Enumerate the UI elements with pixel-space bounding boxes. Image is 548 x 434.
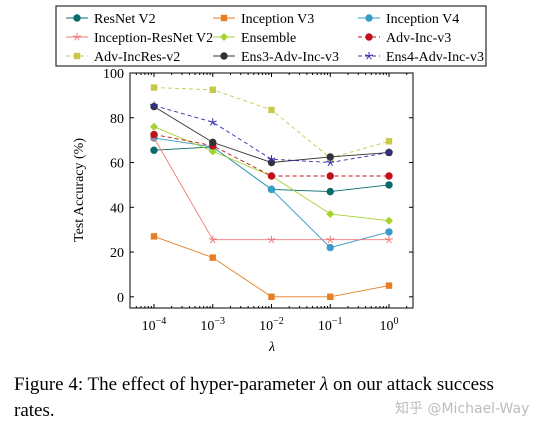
watermark: 知乎 @Michael-Way (395, 401, 530, 417)
legend-label: Ens4-Adv-Inc-v3 (386, 50, 484, 65)
data-point (209, 138, 217, 147)
x-axis-title: λ (268, 340, 275, 355)
series-line (153, 235, 390, 298)
legend-marker (73, 52, 81, 60)
data-point (267, 158, 276, 167)
data-point (385, 172, 393, 180)
data-point (208, 147, 217, 156)
data-point (267, 155, 276, 163)
line-chart: ResNet V2 Inception V3 Inception V4 Incepti… (55, 5, 487, 355)
series-layer (150, 84, 393, 301)
legend-label: Ens3-Adv-Inc-v3 (241, 50, 339, 65)
legend-label: Inception-ResNet V2 (94, 31, 213, 46)
data-point (326, 187, 334, 196)
data-point (208, 235, 217, 244)
data-point (326, 235, 335, 244)
data-point (385, 235, 393, 244)
plot-area: 0 20 40 60 80 100 10−4 10−3 10−2 10−1 100 (103, 67, 414, 334)
legend-marker (220, 52, 228, 60)
x-tick-label: 10−1 (318, 316, 343, 334)
y-axis-title: Test Accuracy (%) (72, 138, 87, 242)
legend-item: Inception V4 (358, 12, 459, 27)
legend-item: Ens4-Adv-Inc-v3 (358, 50, 484, 65)
series-2 (150, 134, 393, 252)
legend-label: Adv-Inc-v3 (386, 31, 451, 46)
data-point (326, 243, 334, 252)
data-point (385, 181, 393, 189)
data-point (150, 84, 158, 91)
legend-item: Adv-IncRes-v2 (66, 50, 180, 65)
x-tick-label: 10−3 (200, 316, 225, 334)
data-point (385, 282, 393, 289)
legend-marker (220, 33, 228, 41)
data-point (267, 172, 276, 180)
y-tick-label: 40 (110, 201, 124, 216)
legend-marker (73, 14, 81, 22)
legend-item: Inception V3 (213, 12, 314, 27)
data-point (385, 148, 393, 156)
series-line (153, 106, 390, 163)
series-line (153, 87, 390, 159)
series-6 (150, 84, 393, 162)
data-point (150, 233, 158, 240)
y-tick-label: 100 (103, 67, 124, 82)
legend-label: Inception V3 (241, 12, 314, 27)
x-axis: 10−4 10−3 10−2 10−1 100 (135, 73, 408, 334)
legend-item: Adv-Inc-v3 (358, 31, 451, 46)
legend-label: ResNet V2 (94, 12, 156, 27)
y-axis: 0 20 40 60 80 100 (103, 67, 413, 306)
x-tick-label: 10−2 (259, 316, 284, 334)
legend-marker (365, 14, 373, 22)
x-tick-label: 100 (380, 316, 399, 334)
series-8 (150, 101, 393, 167)
series-3 (150, 133, 393, 244)
legend-marker (365, 33, 373, 41)
figure-caption: Figure 4: The effect of hyper-parameter … (14, 372, 534, 424)
series-line (153, 146, 390, 193)
data-point (267, 185, 276, 194)
legend: ResNet V2 Inception V3 Inception V4 Incepti… (55, 5, 487, 67)
legend-marker (73, 33, 81, 41)
legend-item: ResNet V2 (66, 12, 156, 27)
data-point (267, 235, 276, 244)
legend-item: Ensemble (213, 31, 296, 46)
series-4 (150, 122, 393, 225)
legend-item: Inception-ResNet V2 (66, 31, 213, 46)
data-point (150, 130, 158, 139)
data-point (150, 101, 158, 109)
data-point (268, 106, 275, 114)
legend-label: Ensemble (241, 31, 296, 46)
y-tick-label: 0 (117, 291, 124, 306)
caption-rest: on our attack success rates. (14, 374, 494, 421)
y-tick-label: 60 (110, 157, 124, 172)
data-point (209, 86, 216, 93)
data-point (326, 210, 335, 218)
series-line (153, 134, 389, 177)
legend-marker (220, 14, 228, 22)
legend-marker (365, 52, 373, 60)
data-point (150, 146, 158, 154)
data-point (326, 158, 335, 167)
y-tick-label: 20 (110, 246, 124, 261)
data-point (326, 172, 334, 180)
y-tick-label: 80 (110, 112, 124, 127)
caption-symbol: λ (319, 374, 329, 395)
caption-lead: Figure 4: The effect of hyper-parameter (14, 374, 320, 395)
x-tick-label: 10−4 (142, 316, 167, 334)
legend-item: Ens3-Adv-Inc-v3 (213, 50, 339, 65)
data-point (385, 228, 393, 236)
data-point (327, 293, 334, 301)
series-line (153, 105, 390, 163)
data-point (208, 118, 217, 126)
legend-box (55, 5, 487, 67)
data-point (385, 138, 393, 145)
data-point (385, 216, 393, 225)
legend-label: Adv-IncRes-v2 (94, 50, 180, 65)
series-1 (150, 233, 393, 301)
data-point (209, 254, 216, 261)
legend-label: Inception V4 (386, 12, 459, 27)
data-point (150, 122, 158, 131)
data-point (268, 293, 275, 301)
